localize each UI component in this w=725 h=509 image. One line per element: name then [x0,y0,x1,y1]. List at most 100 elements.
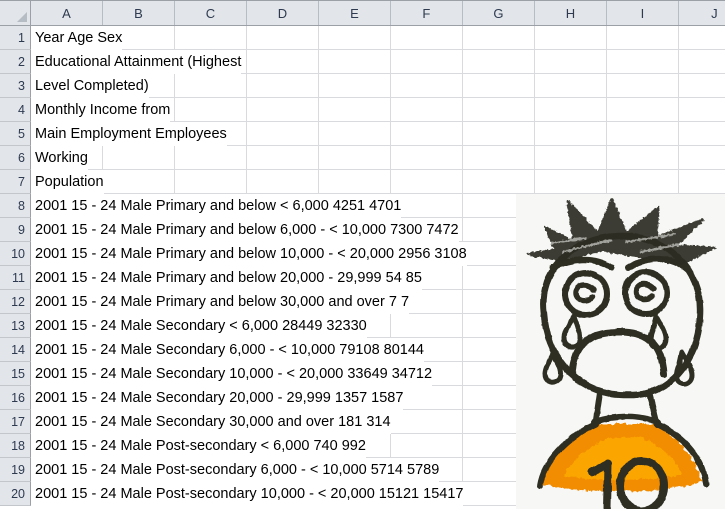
row-header-15[interactable]: 15 [0,362,31,386]
cell-A18[interactable] [31,434,103,458]
cell-B20[interactable] [103,482,175,506]
cell-F9[interactable] [391,218,463,242]
cell-A16[interactable] [31,386,103,410]
cell-I7[interactable] [607,170,679,194]
cell-E14[interactable] [319,338,391,362]
cell-A8[interactable] [31,194,103,218]
row-header-5[interactable]: 5 [0,122,31,146]
cell-F7[interactable] [391,170,463,194]
cell-F2[interactable] [391,50,463,74]
table-row[interactable]: 4 Monthly Income from [0,98,725,122]
cell-F15[interactable] [391,362,463,386]
cell-C16[interactable] [175,386,247,410]
row-header-19[interactable]: 19 [0,458,31,482]
cell-F5[interactable] [391,122,463,146]
cell-A17[interactable] [31,410,103,434]
cell-E2[interactable] [319,50,391,74]
cell-B6[interactable] [103,146,175,170]
cell-J2[interactable] [679,50,725,74]
cell-J1[interactable] [679,26,725,50]
cell-F4[interactable] [391,98,463,122]
cell-F13[interactable] [391,314,463,338]
cell-C8[interactable] [175,194,247,218]
cell-A20[interactable] [31,482,103,506]
cell-C19[interactable] [175,458,247,482]
cell-B13[interactable] [103,314,175,338]
cell-B17[interactable] [103,410,175,434]
cell-C18[interactable] [175,434,247,458]
row-header-7[interactable]: 7 [0,170,31,194]
cell-D19[interactable] [247,458,319,482]
cell-E6[interactable] [319,146,391,170]
cell-D20[interactable] [247,482,319,506]
cell-C2[interactable] [175,50,247,74]
cell-A4[interactable] [31,98,103,122]
row-header-11[interactable]: 11 [0,266,31,290]
cell-C17[interactable] [175,410,247,434]
cell-J5[interactable] [679,122,725,146]
cell-F12[interactable] [391,290,463,314]
row-header-2[interactable]: 2 [0,50,31,74]
cell-F3[interactable] [391,74,463,98]
column-header-g[interactable]: G [463,1,535,25]
cell-C9[interactable] [175,218,247,242]
row-header-14[interactable]: 14 [0,338,31,362]
cell-A19[interactable] [31,458,103,482]
cell-D1[interactable] [247,26,319,50]
cell-C7[interactable] [175,170,247,194]
row-header-10[interactable]: 10 [0,242,31,266]
cell-I3[interactable] [607,74,679,98]
column-header-j[interactable]: J [679,1,725,25]
cell-E18[interactable] [319,434,391,458]
cell-D12[interactable] [247,290,319,314]
cell-I2[interactable] [607,50,679,74]
cell-B7[interactable] [103,170,175,194]
column-header-e[interactable]: E [319,1,391,25]
cell-G7[interactable] [463,170,535,194]
cell-C6[interactable] [175,146,247,170]
cell-D15[interactable] [247,362,319,386]
select-all-button[interactable] [0,1,31,25]
table-row[interactable]: 7 Population [0,170,725,194]
cell-A7[interactable] [31,170,103,194]
cell-B4[interactable] [103,98,175,122]
column-header-c[interactable]: C [175,1,247,25]
cell-E16[interactable] [319,386,391,410]
cell-B2[interactable] [103,50,175,74]
column-header-d[interactable]: D [247,1,319,25]
cell-G1[interactable] [463,26,535,50]
cell-F20[interactable] [391,482,463,506]
cell-E4[interactable] [319,98,391,122]
cell-I6[interactable] [607,146,679,170]
cell-D13[interactable] [247,314,319,338]
cell-J7[interactable] [679,170,725,194]
cell-G2[interactable] [463,50,535,74]
column-header-h[interactable]: H [535,1,607,25]
cell-A9[interactable] [31,218,103,242]
cell-D7[interactable] [247,170,319,194]
cell-D14[interactable] [247,338,319,362]
row-header-20[interactable]: 20 [0,482,31,506]
cell-B15[interactable] [103,362,175,386]
cell-I5[interactable] [607,122,679,146]
cell-F6[interactable] [391,146,463,170]
cell-B16[interactable] [103,386,175,410]
cell-D11[interactable] [247,266,319,290]
column-header-a[interactable]: A [31,1,103,25]
row-header-9[interactable]: 9 [0,218,31,242]
column-header-f[interactable]: F [391,1,463,25]
cell-F19[interactable] [391,458,463,482]
row-header-6[interactable]: 6 [0,146,31,170]
cell-A14[interactable] [31,338,103,362]
cell-A6[interactable] [31,146,103,170]
cell-E19[interactable] [319,458,391,482]
cell-J6[interactable] [679,146,725,170]
column-header-b[interactable]: B [103,1,175,25]
cell-H4[interactable] [535,98,607,122]
cell-E3[interactable] [319,74,391,98]
cell-F14[interactable] [391,338,463,362]
cell-B11[interactable] [103,266,175,290]
cell-A2[interactable] [31,50,103,74]
cell-E17[interactable] [319,410,391,434]
cell-H7[interactable] [535,170,607,194]
